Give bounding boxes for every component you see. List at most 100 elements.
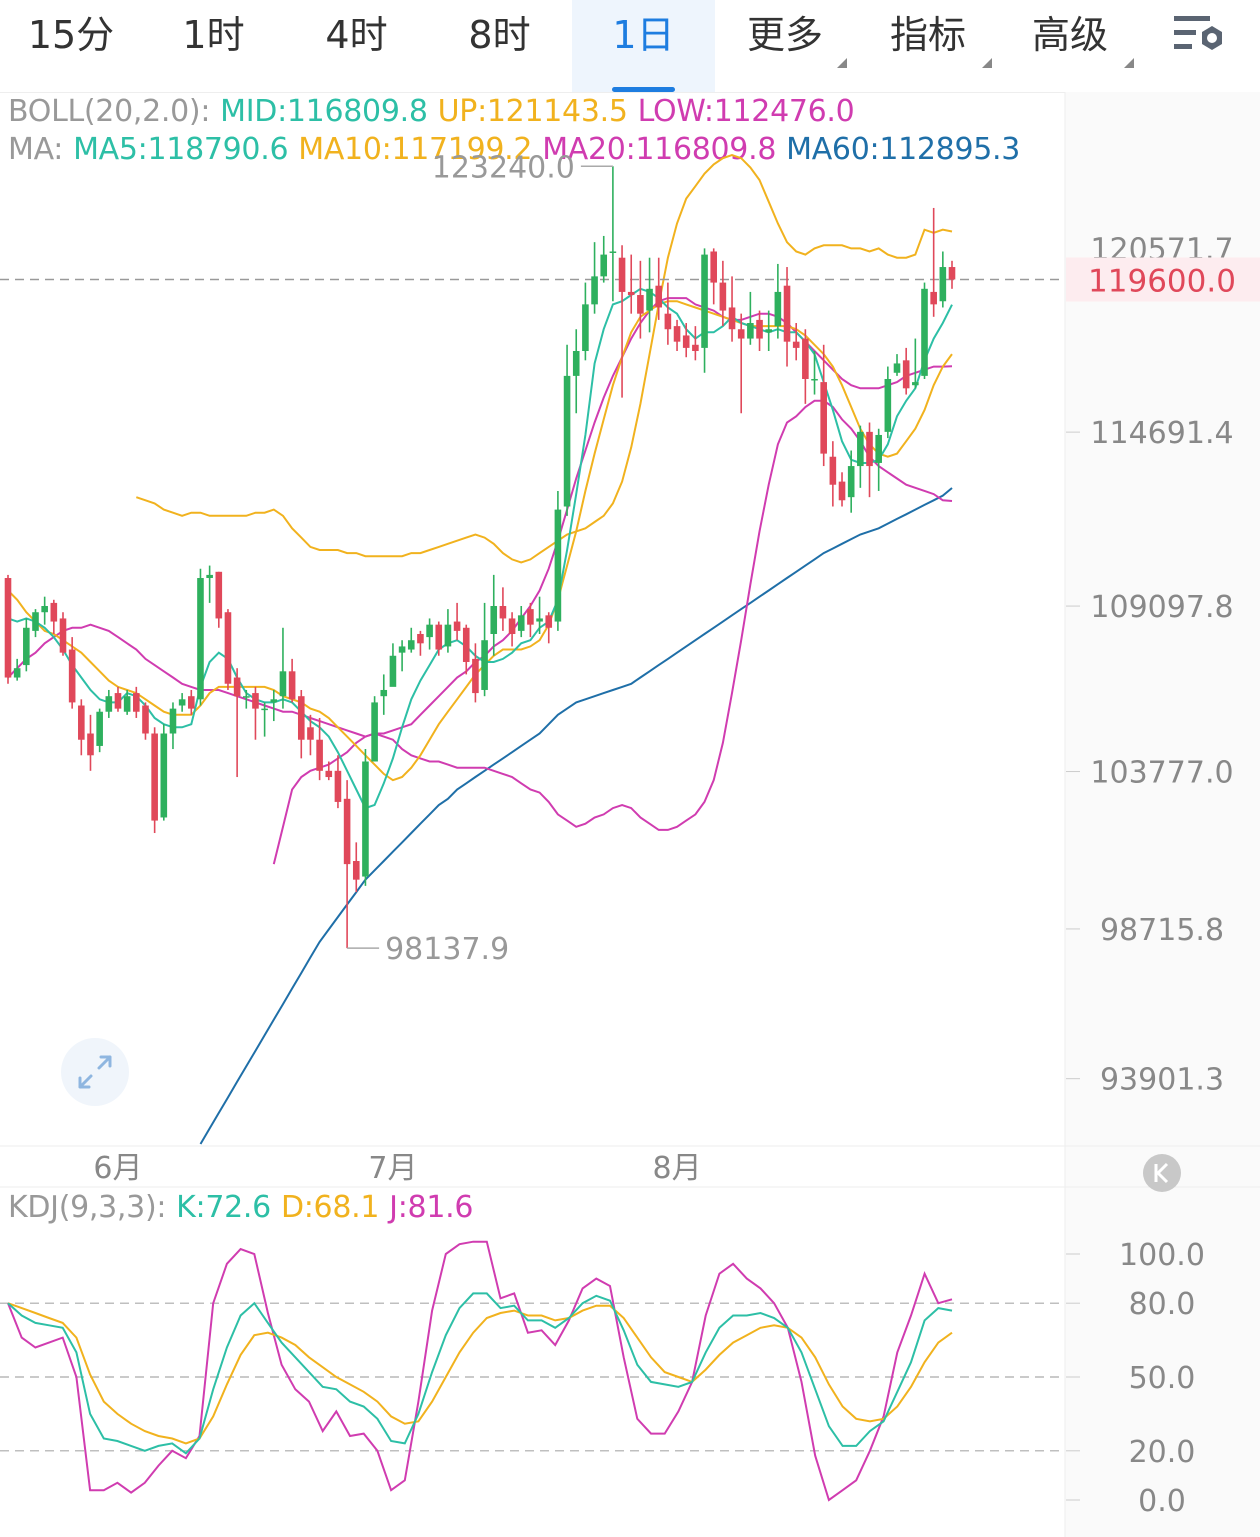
candle-up [160, 733, 168, 818]
candle-down [637, 295, 644, 314]
kdj-tick-label: 100.0 [1119, 1238, 1205, 1273]
candle-down [307, 727, 314, 740]
candle-up [893, 363, 901, 373]
candle-down [435, 624, 443, 650]
candle-down [802, 338, 809, 379]
candle-down [627, 291, 635, 296]
candle-down [673, 326, 681, 342]
candle-up [646, 288, 653, 311]
ma20-value: MA20:116809.8 [542, 132, 777, 167]
tab-4hour[interactable]: 4时 [325, 13, 388, 57]
candle-up [563, 375, 571, 507]
ma5-line [7, 287, 953, 810]
month-label: 7月 [368, 1151, 417, 1186]
ma5-value: MA5:118790.6 [73, 132, 289, 167]
candle-down [948, 267, 956, 280]
candle-down [930, 291, 937, 305]
candle-up [389, 655, 397, 687]
boll-legend: BOLL(20,2.0): MID:116809.8 UP:121143.5 LOW:… [8, 94, 864, 129]
price-axis-panel [1065, 92, 1260, 1537]
price-tick-label: 98715.8 [1100, 913, 1224, 948]
price-tick-label: 114691.4 [1090, 416, 1233, 451]
candle-up [481, 640, 488, 690]
candle-down [719, 282, 727, 311]
month-label: 6月 [93, 1151, 142, 1186]
candle-up [398, 646, 406, 653]
kdj-j-line [7, 1240, 953, 1502]
kdj-tick-label: 20.0 [1129, 1435, 1196, 1470]
candle-down [4, 578, 12, 678]
ma60-value: MA60:112895.3 [786, 132, 1021, 167]
candle-down [50, 602, 58, 622]
candle-down [792, 341, 800, 348]
current-price-tag [1066, 257, 1260, 302]
candle-down [829, 456, 837, 485]
kdj-k-line [7, 1292, 953, 1455]
candle-down [545, 615, 553, 628]
kdj-tick-label: 0.0 [1138, 1484, 1186, 1519]
boll-legend-name: BOLL(20,2.0): [8, 94, 211, 129]
candle-up [32, 612, 39, 631]
expand-icon [78, 1055, 112, 1089]
candle-down [297, 696, 305, 740]
candle-up [875, 434, 882, 463]
candle-up [41, 606, 48, 613]
candle-down [462, 627, 470, 662]
dropdown-caret-icon [1124, 58, 1134, 68]
candle-down [316, 739, 323, 771]
candle-down [133, 693, 140, 712]
candle-down [866, 431, 873, 467]
tab-15min[interactable]: 15分 [27, 13, 115, 57]
tab-advanced[interactable]: 高级 [1000, 0, 1140, 92]
expand-chart-button[interactable] [61, 1038, 129, 1106]
candle-up [371, 702, 378, 762]
candle-down [68, 649, 76, 703]
candle-up [582, 304, 589, 352]
candle-up [939, 267, 947, 302]
scroll-to-latest-button[interactable] [1143, 1154, 1181, 1192]
tab-more[interactable]: 更多 [715, 0, 855, 92]
ma-legend-name: MA: [8, 132, 64, 167]
candle-up [362, 761, 369, 877]
boll-low-line [272, 399, 953, 865]
candle-up [279, 671, 287, 697]
candle-up [847, 466, 855, 498]
tab-8hour[interactable]: 8时 [468, 13, 531, 57]
candle-down [737, 329, 745, 339]
kdj-panel: 100.0 80.0 50.0 20.0 0.0 [0, 1238, 1205, 1519]
candle-up [536, 618, 543, 622]
candle-up [912, 382, 919, 386]
candle-up [517, 615, 525, 631]
candle-down [756, 319, 763, 339]
candle-up [96, 711, 103, 746]
tab-1hour[interactable]: 1时 [182, 13, 245, 57]
candle-up [13, 668, 21, 678]
candle-up [490, 606, 498, 634]
candle-down [710, 251, 718, 283]
candle-up [23, 627, 30, 666]
candle-down [417, 633, 424, 644]
kdj-j-value: J:81.6 [389, 1190, 474, 1225]
chart-settings-button[interactable] [1168, 10, 1232, 62]
tab-more-label: 更多 [746, 13, 823, 57]
candle-up [444, 624, 452, 647]
kdj-legend: KDJ(9,3,3): K:72.6 D:68.1 J:81.6 [8, 1190, 483, 1225]
candle-down [343, 798, 351, 865]
candle-down [87, 733, 94, 756]
kdj-k-value: K:72.6 [176, 1190, 271, 1225]
candle-down [78, 705, 85, 740]
candle-down [325, 770, 333, 778]
ma-legend: MA: MA5:118790.6 MA10:117199.2 MA20:116809.… [8, 132, 1030, 167]
tab-1day[interactable]: 1日 [572, 0, 715, 92]
candle-up [426, 624, 433, 638]
high-price-label: 123240.0 [432, 150, 575, 185]
candle-up [591, 276, 598, 305]
kdj-tick-label: 50.0 [1129, 1361, 1196, 1396]
candle-up [857, 431, 864, 467]
candle-down [682, 335, 690, 348]
tab-indicators[interactable]: 指标 [858, 0, 998, 92]
month-label: 8月 [653, 1151, 702, 1186]
candle-up [380, 689, 388, 697]
tab-advanced-label: 高级 [1031, 13, 1108, 57]
